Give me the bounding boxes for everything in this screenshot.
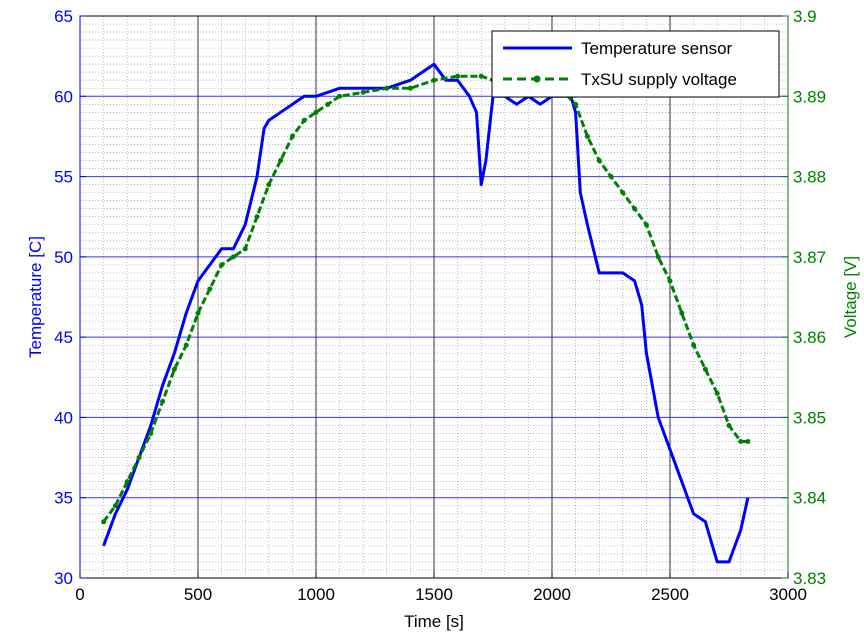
left-tick-label: 65 (54, 7, 73, 26)
voltage-point (679, 310, 685, 316)
right-tick-label: 3.84 (793, 489, 826, 508)
left-tick-label: 55 (54, 168, 73, 187)
legend-label-temperature: Temperature sensor (581, 39, 733, 58)
legend-box (491, 30, 780, 98)
voltage-point (608, 174, 614, 180)
x-tick-label: 3000 (769, 585, 807, 604)
right-tick-label: 3.87 (793, 248, 826, 267)
voltage-point (655, 254, 661, 260)
x-tick-label: 500 (184, 585, 212, 604)
x-tick-label: 1000 (297, 585, 335, 604)
x-axis-ticks: 0 500 1000 1500 2000 2500 3000 (75, 572, 807, 604)
voltage-point (112, 503, 118, 509)
voltage-point (230, 254, 236, 260)
right-tick-label: 3.88 (793, 168, 826, 187)
voltage-point (738, 439, 744, 445)
series-line-temperature (102, 62, 750, 564)
voltage-point (620, 190, 626, 196)
series-line-voltage (102, 74, 748, 523)
voltage-point (455, 73, 461, 79)
right-axis-title: Voltage [V] (841, 256, 860, 338)
left-tick-label: 40 (54, 408, 73, 427)
x-tick-label: 2500 (651, 585, 689, 604)
voltage-point (101, 519, 107, 525)
right-axis-ticks: 3.83 3.84 3.85 3.86 3.87 3.88 3.89 3.9 (782, 7, 826, 588)
x-tick-label: 1500 (415, 585, 453, 604)
right-tick-label: 3.89 (793, 87, 826, 106)
left-tick-label: 45 (54, 328, 73, 347)
voltage-point (171, 366, 177, 372)
voltage-point (160, 398, 166, 404)
voltage-point (584, 133, 590, 139)
left-tick-label: 35 (54, 489, 73, 508)
voltage-point (384, 85, 390, 91)
voltage-point (301, 117, 307, 123)
left-axis-ticks: 30 35 40 45 50 55 60 65 (54, 7, 86, 588)
voltage-point (745, 439, 751, 445)
legend: Temperature sensor TxSU supply voltage (491, 30, 780, 98)
voltage-point (124, 479, 130, 485)
voltage-point (183, 342, 189, 348)
voltage-point (337, 93, 343, 99)
voltage-point (691, 342, 697, 348)
voltage-point (632, 206, 638, 212)
voltage-point (360, 89, 366, 95)
voltage-point (431, 77, 437, 83)
voltage-point (596, 158, 602, 164)
voltage-point (148, 430, 154, 436)
voltage-point (289, 133, 295, 139)
voltage-point (667, 278, 673, 284)
voltage-point (407, 85, 413, 91)
voltage-point (195, 310, 201, 316)
left-tick-label: 30 (54, 569, 73, 588)
voltage-point (726, 422, 732, 428)
right-tick-label: 3.83 (793, 569, 826, 588)
legend-label-voltage: TxSU supply voltage (581, 70, 737, 89)
voltage-point (643, 222, 649, 228)
legend-marker-voltage (533, 75, 541, 83)
voltage-point (702, 366, 708, 372)
series-layer (101, 62, 751, 564)
right-tick-label: 3.9 (793, 7, 817, 26)
right-tick-label: 3.86 (793, 328, 826, 347)
voltage-point (325, 101, 331, 107)
left-tick-label: 60 (54, 87, 73, 106)
voltage-point (242, 246, 248, 252)
voltage-point (714, 390, 720, 396)
x-tick-label: 2000 (533, 585, 571, 604)
x-tick-label: 0 (75, 585, 84, 604)
x-axis-title: Time [s] (404, 612, 464, 631)
voltage-point (254, 214, 260, 220)
right-tick-label: 3.85 (793, 408, 826, 427)
voltage-point (313, 109, 319, 115)
voltage-point (266, 182, 272, 188)
voltage-point (219, 262, 225, 268)
voltage-point (136, 455, 142, 461)
left-tick-label: 50 (54, 248, 73, 267)
voltage-point (478, 73, 484, 79)
voltage-point (207, 286, 213, 292)
voltage-point (573, 101, 579, 107)
voltage-point (278, 158, 284, 164)
left-axis-title: Temperature [C] (26, 236, 45, 358)
